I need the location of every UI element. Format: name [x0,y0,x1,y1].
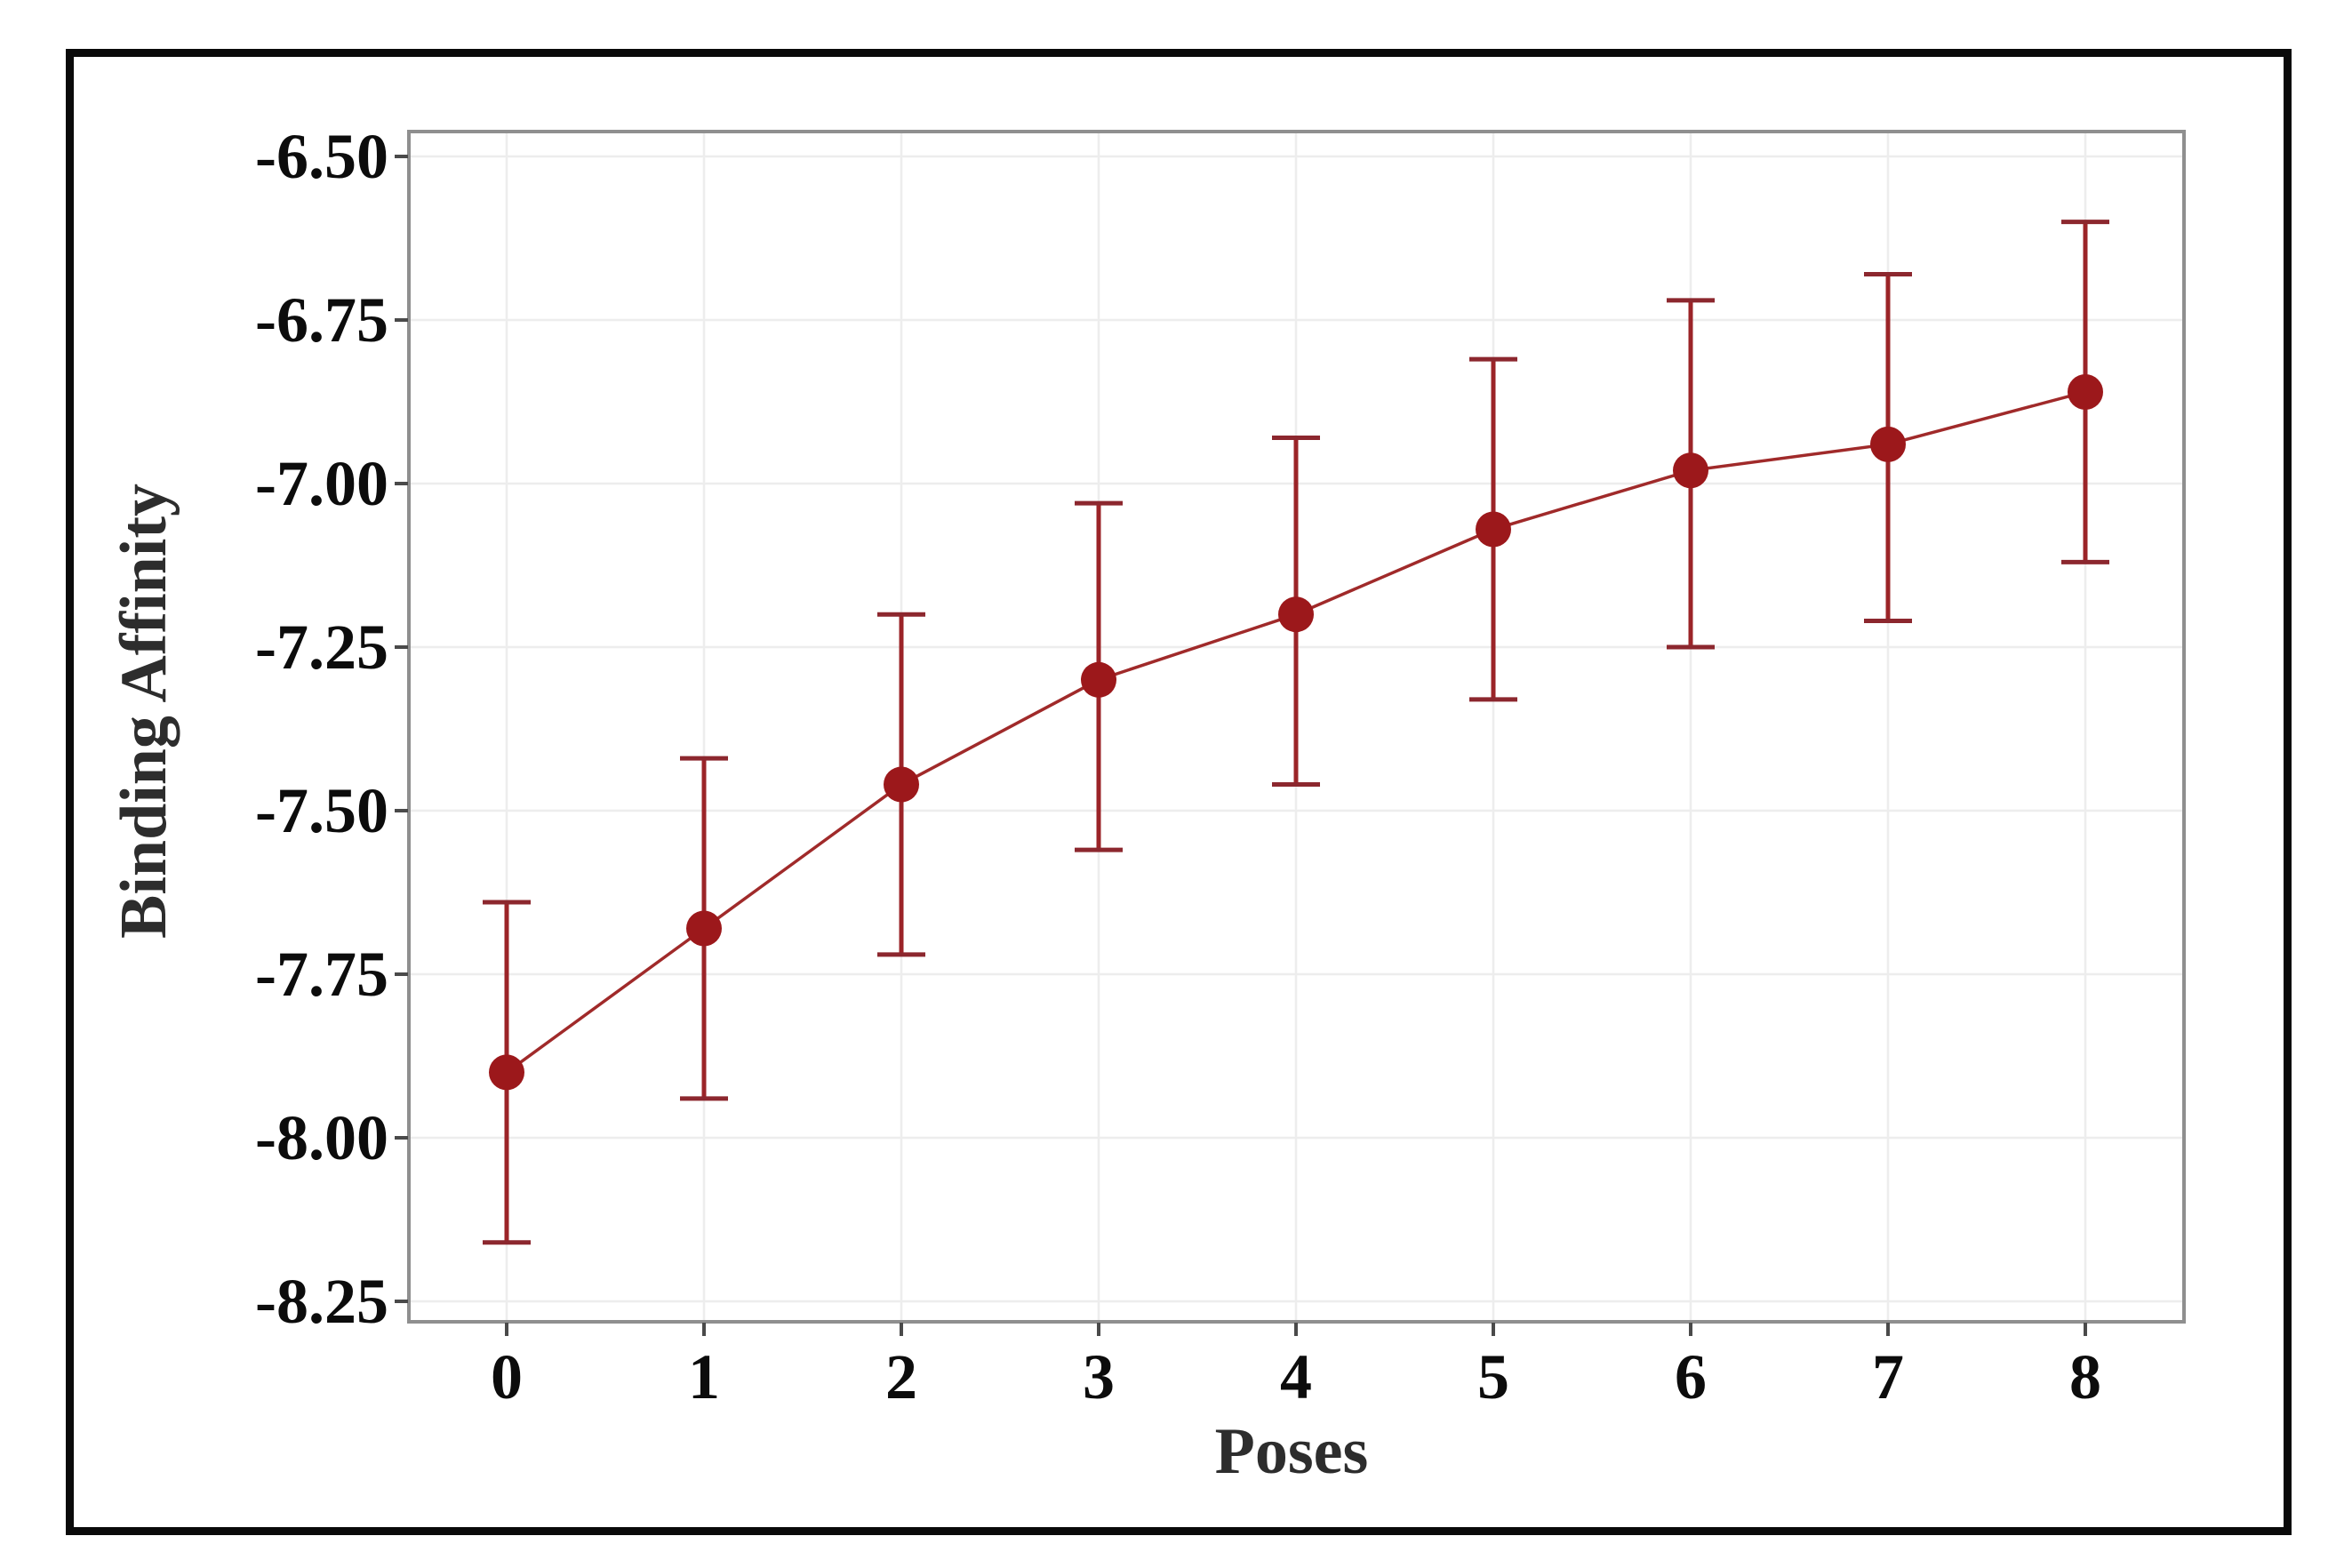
data-point [686,910,722,947]
y-tick-label: -7.25 [255,612,388,683]
data-point [884,766,919,803]
x-tick-label: 1 [688,1341,720,1412]
data-point [1870,426,1906,462]
y-tick-label: -8.00 [255,1102,388,1173]
x-tick-label: 4 [1280,1341,1312,1412]
y-tick-label: -6.75 [255,284,388,356]
x-tick-label: 2 [885,1341,917,1412]
plot-border [407,130,2186,1324]
data-point [1278,596,1314,633]
y-tick-label: -7.50 [255,775,388,846]
y-tick-label: -7.75 [255,939,388,1010]
data-point [2068,373,2103,410]
y-axis-title: Binding Affinity [108,483,180,940]
x-tick-label: 6 [1675,1341,1707,1412]
data-point [1081,661,1116,698]
x-tick-label: 8 [2069,1341,2101,1412]
data-point [1673,452,1708,489]
y-tick-label: -7.00 [255,448,388,519]
data-point [489,1054,524,1091]
y-tick-label: -6.50 [255,121,388,192]
figure-frame [66,49,2292,1535]
x-tick-label: 3 [1083,1341,1115,1412]
x-tick-label: 0 [491,1341,523,1412]
x-tick-label: 5 [1477,1341,1509,1412]
data-point [1476,511,1511,548]
y-tick-label: -8.25 [255,1266,388,1337]
x-tick-label: 7 [1872,1341,1904,1412]
x-axis-title: Poses [1214,1415,1369,1488]
